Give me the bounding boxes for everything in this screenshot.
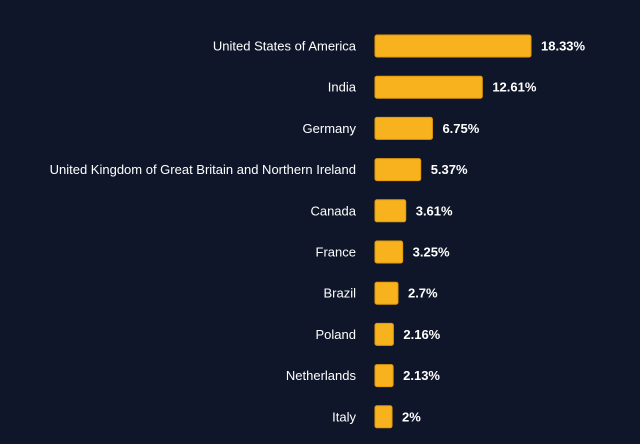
- bar: [374, 34, 532, 58]
- bar: [374, 240, 404, 264]
- value-label: 2%: [402, 409, 421, 424]
- category-label: Germany: [303, 121, 357, 136]
- bar: [374, 199, 407, 223]
- category-label: France: [316, 245, 356, 260]
- value-label: 18.33%: [541, 39, 586, 54]
- bar: [374, 158, 422, 182]
- value-label: 2.16%: [403, 327, 440, 342]
- bar: [374, 116, 433, 140]
- value-label: 3.25%: [413, 245, 450, 260]
- value-label: 6.75%: [442, 121, 479, 136]
- category-label: Brazil: [323, 286, 356, 301]
- bar: [374, 75, 483, 99]
- value-label: 2.7%: [408, 286, 438, 301]
- bar: [374, 281, 399, 305]
- category-label: Netherlands: [286, 368, 357, 383]
- bar: [374, 364, 394, 388]
- category-label: Canada: [310, 203, 356, 218]
- category-label: United States of America: [213, 39, 357, 54]
- category-label: India: [328, 80, 357, 95]
- value-label: 5.37%: [431, 162, 468, 177]
- category-label: United Kingdom of Great Britain and Nort…: [50, 162, 356, 177]
- value-label: 2.13%: [403, 368, 440, 383]
- value-label: 12.61%: [492, 80, 537, 95]
- chart-rows: United States of America 18.33% India 12.61…: [50, 34, 586, 429]
- bar: [374, 322, 394, 346]
- category-label: Poland: [316, 327, 356, 342]
- bar: [374, 405, 393, 429]
- value-label: 3.61%: [416, 203, 453, 218]
- category-label: Italy: [332, 409, 356, 424]
